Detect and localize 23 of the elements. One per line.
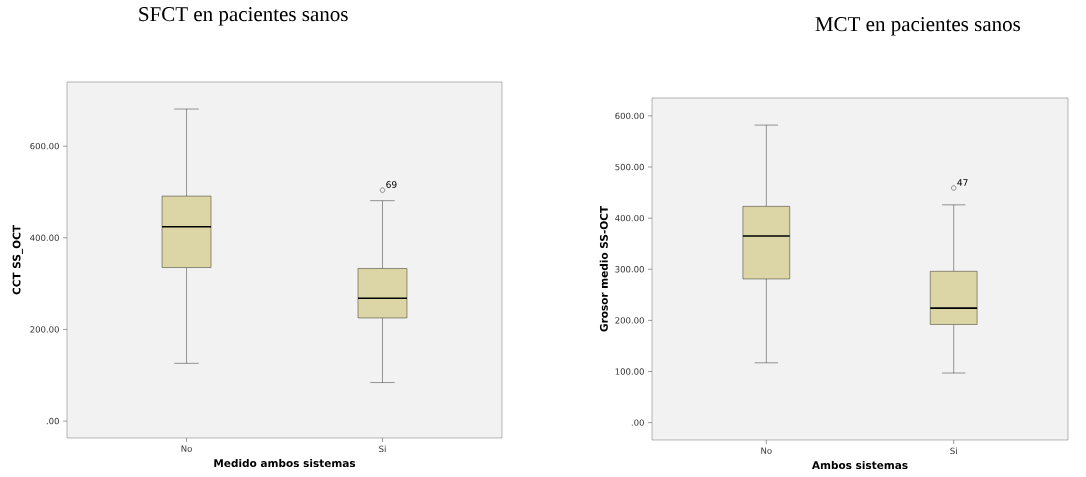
y-tick-label: 400.00 — [30, 234, 59, 241]
y-tick-label: 600.00 — [615, 112, 644, 120]
x-axis-title: Ambos sistemas — [811, 460, 908, 470]
y-tick-label: .00 — [631, 419, 644, 426]
y-tick-label: 200.00 — [615, 317, 644, 324]
y-tick-label: .00 — [46, 417, 59, 425]
x-tick-label: No — [181, 445, 192, 452]
chart-title: SFCT en pacientes sanos — [139, 7, 348, 26]
y-tick-label: 600.00 — [30, 142, 59, 150]
x-axis-title: Medido ambos sistemas — [214, 458, 356, 468]
x-tick-label: No — [761, 447, 772, 454]
y-axis-title: CCT SS_OCT — [12, 225, 23, 295]
y-tick-label: 100.00 — [615, 368, 644, 375]
annotation: 47 — [957, 179, 968, 186]
y-tick-label: 300.00 — [615, 266, 644, 273]
y-tick-label: 400.00 — [615, 214, 644, 222]
chart-title: MCT en pacientes sanos — [815, 17, 1021, 36]
x-tick-label: Si — [950, 447, 957, 455]
y-tick-label: 500.00 — [615, 163, 644, 171]
y-tick-label: 200.00 — [30, 326, 59, 333]
x-tick-label: Si — [379, 445, 386, 453]
y-axis-title: Grosor medio SS-OCT — [599, 205, 608, 332]
annotation: 69 — [386, 181, 397, 188]
